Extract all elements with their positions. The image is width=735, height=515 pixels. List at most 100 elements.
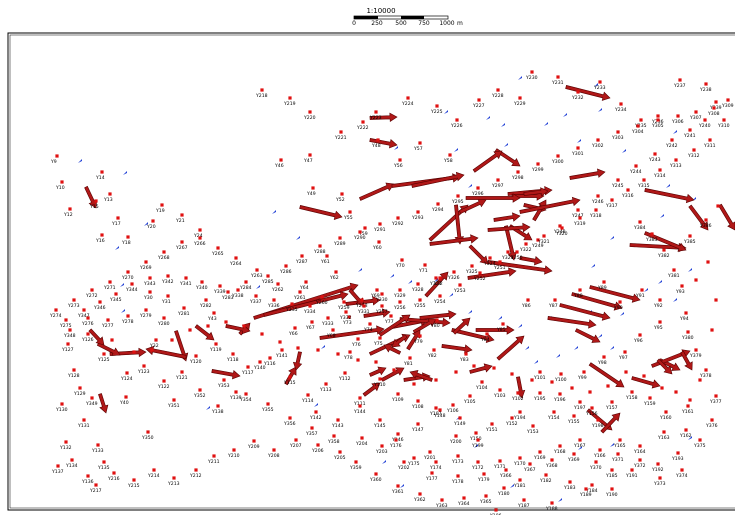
point-label: Y144 [353, 409, 366, 415]
sample-point [86, 332, 90, 336]
station-marker [390, 274, 394, 278]
sample-point [72, 298, 76, 302]
displacement-arrow [589, 285, 641, 303]
sample-point [296, 346, 300, 350]
sample-point [180, 213, 184, 217]
point-label: Y14 [95, 175, 105, 181]
sample-point [226, 290, 230, 294]
point-label: Y358 [327, 439, 340, 445]
sample-point [214, 342, 218, 346]
station-marker [454, 148, 458, 152]
sample-point [518, 410, 522, 414]
sample-point [578, 438, 582, 442]
point-label: Y234 [614, 107, 627, 113]
point-label: Y196 [553, 397, 566, 403]
displacement-arrow [468, 244, 489, 265]
point-label: Y77 [384, 319, 394, 325]
sample-point [166, 294, 170, 298]
sample-point [254, 294, 258, 298]
sample-point [716, 204, 720, 208]
point-label: Y364 [457, 501, 470, 507]
point-label: Y250 [510, 255, 523, 261]
point-label: Y300 [551, 159, 564, 165]
sample-point [86, 474, 90, 478]
point-label: Y73 [342, 320, 352, 326]
sample-point [324, 382, 328, 386]
station-marker [144, 222, 148, 226]
station-marker [123, 171, 127, 175]
station-marker [660, 214, 664, 218]
sample-point [544, 473, 548, 477]
sample-point [396, 484, 400, 488]
point-label: Y104 [475, 385, 488, 391]
sample-point [598, 80, 602, 84]
displacement-arrow [429, 234, 479, 246]
point-label: Y238 [699, 87, 712, 93]
point-label: Y172 [471, 465, 484, 471]
sample-point [598, 448, 602, 452]
sample-point [416, 399, 420, 403]
sample-point [714, 100, 718, 104]
sample-point [674, 158, 678, 162]
displacement-arrow [441, 344, 473, 354]
sample-point [488, 256, 492, 260]
sample-point [126, 314, 130, 318]
sample-point [636, 124, 640, 128]
sample-point [477, 98, 481, 102]
point-label: Y384 [633, 225, 646, 231]
sample-point [348, 350, 352, 354]
point-label: Y313 [669, 163, 682, 169]
sample-point [518, 96, 522, 100]
sample-point [590, 406, 594, 410]
sample-point [582, 370, 586, 374]
point-label: Y66 [288, 331, 298, 337]
sample-point [618, 438, 622, 442]
displacement-arrow [519, 196, 581, 214]
displacement-arrow [363, 308, 391, 318]
displacement-arrow [406, 329, 421, 351]
point-label: Y296 [471, 191, 484, 197]
point-label: Y235 [634, 123, 647, 129]
displacement-arrow [467, 267, 517, 280]
point-label: Y108 [411, 404, 424, 410]
sample-point [378, 336, 382, 340]
scale-tick-label: 500 [395, 20, 407, 27]
point-label: Y159 [643, 401, 656, 407]
point-label: Y245 [611, 183, 624, 189]
sample-point [354, 460, 358, 464]
point-label: Y141 [275, 353, 288, 359]
point-label: Y212 [189, 473, 202, 479]
point-label: Y62 [329, 275, 339, 281]
point-label: Y56 [393, 163, 403, 169]
scale-bar: 1:10000 0 250 500 750 1000 m [352, 7, 463, 27]
sample-point [338, 450, 342, 454]
station-marker [534, 360, 538, 364]
sample-point [66, 342, 70, 346]
point-label: Y94 [679, 316, 689, 322]
sample-point [332, 434, 336, 438]
point-label: Y298 [511, 175, 524, 181]
sample-point [246, 365, 250, 369]
sample-point [124, 395, 128, 399]
point-label: Y314 [653, 173, 666, 179]
sample-point [638, 458, 642, 462]
sample-point [216, 246, 220, 250]
point-label: Y255 [413, 303, 426, 309]
sample-point [344, 310, 348, 314]
point-label: Y19 [155, 208, 165, 214]
point-label: Y326 [447, 275, 460, 281]
sample-point [406, 96, 410, 100]
sample-point [714, 298, 718, 302]
point-label: Y182 [539, 478, 552, 484]
point-label: Y346 [93, 305, 106, 311]
point-label: Y306 [671, 119, 684, 125]
point-label: Y142 [309, 415, 322, 421]
sample-point [602, 355, 606, 359]
point-label: Y43 [207, 316, 217, 322]
station-marker [610, 346, 614, 350]
sample-point [694, 110, 698, 114]
point-label: Y307 [689, 115, 702, 121]
sample-point [434, 460, 438, 464]
station-marker [644, 288, 648, 292]
sample-point [476, 438, 480, 442]
